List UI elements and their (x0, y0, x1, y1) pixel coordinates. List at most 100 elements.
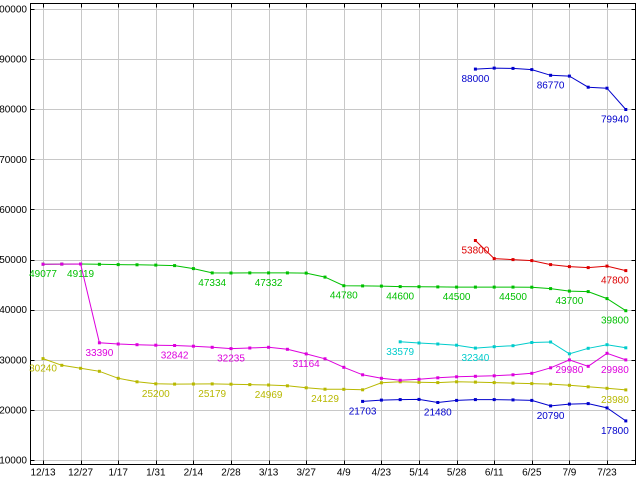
green-series-point (323, 275, 327, 279)
green-series-value-label: 44500 (499, 292, 527, 303)
green-series-point (210, 271, 214, 275)
navy-series-value-label: 17800 (601, 426, 629, 437)
green-series-point (135, 263, 139, 267)
x-axis-tick-label: 6/11 (485, 468, 504, 479)
olive-series-point (586, 385, 590, 389)
green-series-point (229, 271, 233, 275)
olive-series-point (379, 381, 383, 385)
red-series-point (549, 263, 553, 267)
green-series-point (436, 285, 440, 289)
red-series-point (605, 264, 609, 268)
olive-series-point (135, 380, 139, 384)
blue-series-value-label: 86770 (537, 80, 565, 91)
magenta-series-point (492, 374, 496, 378)
green-series-value-label: 47334 (198, 278, 226, 289)
navy-series-point (492, 398, 496, 402)
green-series-point (154, 263, 158, 267)
navy-series-point (417, 397, 421, 401)
olive-series-point (530, 382, 534, 386)
x-axis-tick-label: 2/28 (221, 468, 241, 479)
green-series-point (248, 271, 252, 275)
magenta-series-point (549, 366, 553, 370)
blue-series-point (492, 66, 496, 70)
magenta-series-point (267, 345, 271, 349)
x-axis-tick-label: 4/9 (337, 468, 351, 479)
magenta-series-point (455, 375, 459, 379)
red-series-point (624, 269, 628, 273)
y-axis-tick-label: 20000 (0, 405, 27, 416)
navy-series-point (436, 401, 440, 404)
cyan-series-point (605, 343, 609, 347)
x-axis-tick-label: 3/27 (296, 468, 316, 479)
olive-series-point (191, 382, 195, 386)
navy-series-point (624, 419, 628, 423)
cyan-series-value-label: 32340 (461, 353, 489, 364)
red-series: 53800 47800 (461, 239, 629, 287)
plot-border (30, 3, 636, 465)
olive-series-point (79, 366, 83, 370)
x-axis-tick-label: 5/14 (409, 468, 429, 479)
red-series-point (473, 239, 477, 242)
blue-series-point (473, 67, 477, 71)
magenta-series-point (511, 373, 515, 377)
olive-series-point (361, 388, 365, 392)
red-series-point (567, 265, 571, 269)
olive-series-point (567, 383, 571, 387)
olive-series-point (417, 380, 421, 384)
navy-series-point (586, 402, 590, 406)
magenta-series-value-label: 32842 (161, 351, 189, 362)
y-axis-tick-label: 60000 (0, 205, 27, 216)
cyan-series-point (417, 341, 421, 345)
green-series-value-label: 39800 (601, 316, 629, 327)
navy-series-point (605, 406, 609, 410)
green-series-value-label: 49119 (67, 269, 95, 280)
magenta-series-point (361, 373, 365, 377)
green-series-value-label: 44500 (443, 292, 471, 303)
navy-series-point (567, 402, 571, 406)
navy-series-point (530, 398, 534, 402)
magenta-series-point (304, 352, 308, 356)
magenta-series-value-label: 32235 (217, 354, 245, 365)
olive-series-point (267, 383, 271, 387)
olive-series-point (116, 376, 120, 380)
blue-series-point (586, 85, 590, 89)
cyan-series-point (511, 344, 515, 348)
cyan-series-point (567, 352, 571, 356)
x-axis-tick-label: 7/23 (597, 468, 617, 479)
magenta-series-point (97, 341, 101, 345)
magenta-series-value-label: 31164 (293, 359, 321, 370)
green-series-point (549, 287, 553, 291)
y-axis-tick-label: 40000 (0, 305, 27, 316)
x-axis-tick-label: 6/25 (522, 468, 542, 479)
blue-series-value-label: 79940 (601, 115, 629, 126)
magenta-series-point (285, 347, 289, 351)
magenta-series-point (154, 343, 158, 347)
magenta-series-point (248, 346, 252, 350)
magenta-series-value-label: 29980 (555, 365, 583, 376)
olive-series-point (436, 381, 440, 385)
magenta-series-point (530, 371, 534, 375)
olive-series-value-label: 23980 (601, 395, 629, 406)
green-series-point (398, 285, 402, 289)
olive-series-point (605, 386, 609, 390)
green-series-point (361, 284, 365, 288)
green-series-point (455, 285, 459, 289)
navy-series-point (511, 398, 515, 402)
blue-series-point (549, 73, 553, 77)
navy-series-point (398, 398, 402, 402)
cyan-series-point (549, 340, 553, 344)
y-axis-tick-label: 100000 (0, 5, 27, 16)
olive-series: 30240 25200 25179 24969 24129 23980 (29, 357, 629, 406)
green-series-point (304, 271, 308, 275)
magenta-series-point (379, 376, 383, 380)
navy-series-point (361, 399, 365, 403)
blue-series-point (530, 68, 534, 72)
magenta-series-point (323, 357, 327, 361)
x-axis-tick-label: 1/31 (146, 468, 166, 479)
navy-series-point (455, 398, 459, 402)
magenta-series-point (191, 344, 195, 348)
magenta-series-value-label: 29980 (601, 365, 629, 376)
green-series-point (191, 267, 195, 271)
magenta-series-point (210, 345, 214, 349)
green-series-point (342, 284, 346, 288)
